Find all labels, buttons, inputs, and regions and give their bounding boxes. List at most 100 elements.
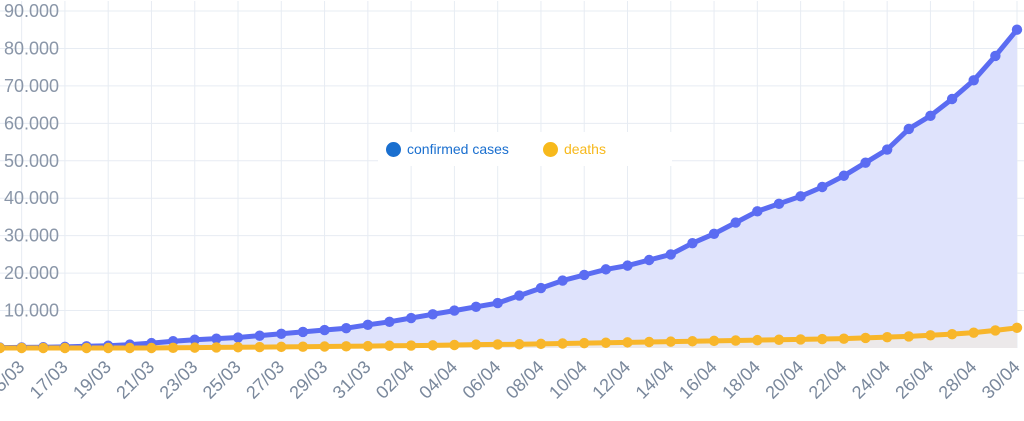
data-point-0 [990,50,1001,62]
x-tick-label: 30/04 [978,357,1024,403]
x-tick-label: 26/04 [891,357,937,403]
data-point-1 [557,338,568,349]
data-point-1 [189,342,200,353]
x-tick-label: 19/03 [69,357,115,403]
data-point-1 [232,342,244,353]
data-point-1 [687,336,698,347]
x-tick-label: 17/03 [26,357,72,403]
x-tick-label: 12/04 [588,357,634,403]
data-point-0 [730,217,741,228]
y-tick-label: 40.000 [4,188,59,208]
x-tick-label: 06/04 [459,357,505,403]
y-tick-label: 10.000 [4,301,59,321]
series-area-0 [0,29,1017,348]
y-axis: 10.000 20.000 30.000 40.000 50.000 60.000 70.0… [4,1,59,321]
series-areas [0,29,1017,348]
data-point-1 [384,340,395,351]
x-tick-label: 31/03 [329,357,375,403]
x-tick-label: 04/04 [415,357,461,403]
data-point-1 [773,334,785,345]
data-point-0 [795,191,806,202]
x-tick-label: 02/04 [372,357,418,403]
data-point-1 [276,341,287,353]
y-tick-label: 60.000 [4,113,59,133]
data-point-1 [102,342,114,354]
data-point-1 [59,342,71,354]
data-point-1 [470,339,482,350]
data-point-1 [730,335,741,346]
data-point-0 [362,319,374,330]
data-point-0 [189,334,200,345]
data-point-1 [341,341,352,352]
data-point-1 [795,334,806,345]
data-point-1 [0,342,6,354]
data-point-1 [708,335,720,347]
data-point-0 [643,254,655,266]
data-point-1 [881,331,893,343]
data-point-1 [362,340,374,352]
data-point-1 [81,342,92,354]
data-point-1 [16,342,27,354]
data-point-0 [492,297,503,309]
x-tick-label: 23/03 [156,357,202,403]
data-point-0 [687,237,698,249]
x-tick-label: 08/04 [502,357,548,403]
data-point-0 [600,264,612,275]
y-tick-label: 90.000 [4,1,59,21]
data-point-0 [946,93,958,105]
data-point-1 [254,341,265,353]
x-tick-label: 15/03 [0,357,28,403]
data-point-1 [535,338,547,350]
x-tick-label: 20/04 [761,357,807,403]
data-point-1 [665,336,676,347]
x-tick-label: 10/04 [545,357,591,403]
y-tick-label: 80.000 [4,38,59,58]
x-tick-label: 16/04 [675,357,721,403]
x-tick-label: 28/04 [935,357,981,403]
data-point-1 [990,325,1001,336]
data-point-1 [946,328,958,340]
data-point-1 [622,337,633,348]
data-point-1 [752,334,763,346]
data-point-0 [1011,24,1023,35]
data-point-1 [1011,322,1023,333]
data-point-1 [817,333,828,345]
data-point-1 [579,337,590,349]
data-point-1 [319,341,330,352]
legend-swatch-deaths [542,141,558,157]
data-point-0 [752,206,763,217]
data-point-0 [773,198,785,210]
data-point-0 [254,330,265,341]
data-point-1 [968,327,979,338]
data-point-0 [341,322,352,334]
x-tick-label: 29/03 [285,357,331,403]
legend-item-confirmed[interactable]: confirmed cases [378,141,509,157]
data-point-0 [557,275,568,286]
data-point-0 [579,269,590,281]
data-point-0 [449,305,460,316]
legend-item-deaths[interactable]: deaths [535,141,606,157]
data-point-0 [297,326,309,338]
data-point-1 [427,340,438,351]
data-point-0 [665,249,676,260]
legend: confirmed cases deaths [378,132,672,166]
x-tick-label: 24/04 [848,357,894,403]
data-point-1 [297,341,309,352]
data-point-0 [211,333,222,344]
data-point-0 [817,181,828,193]
data-point-0 [535,282,547,294]
legend-swatch-confirmed [386,141,401,157]
series-area-1 [0,327,1017,348]
data-point-0 [881,144,893,155]
data-point-1 [146,342,157,354]
data-point-0 [838,170,850,181]
y-tick-label: 30.000 [4,226,59,246]
data-point-1 [211,342,222,353]
data-point-1 [925,330,936,341]
data-point-0 [968,75,979,86]
data-point-1 [514,339,525,350]
x-axis: 15/0317/0319/0321/0323/0325/0327/0329/03… [0,357,1024,403]
data-point-1 [600,337,612,348]
legend-label-confirmed: confirmed cases [407,141,509,157]
